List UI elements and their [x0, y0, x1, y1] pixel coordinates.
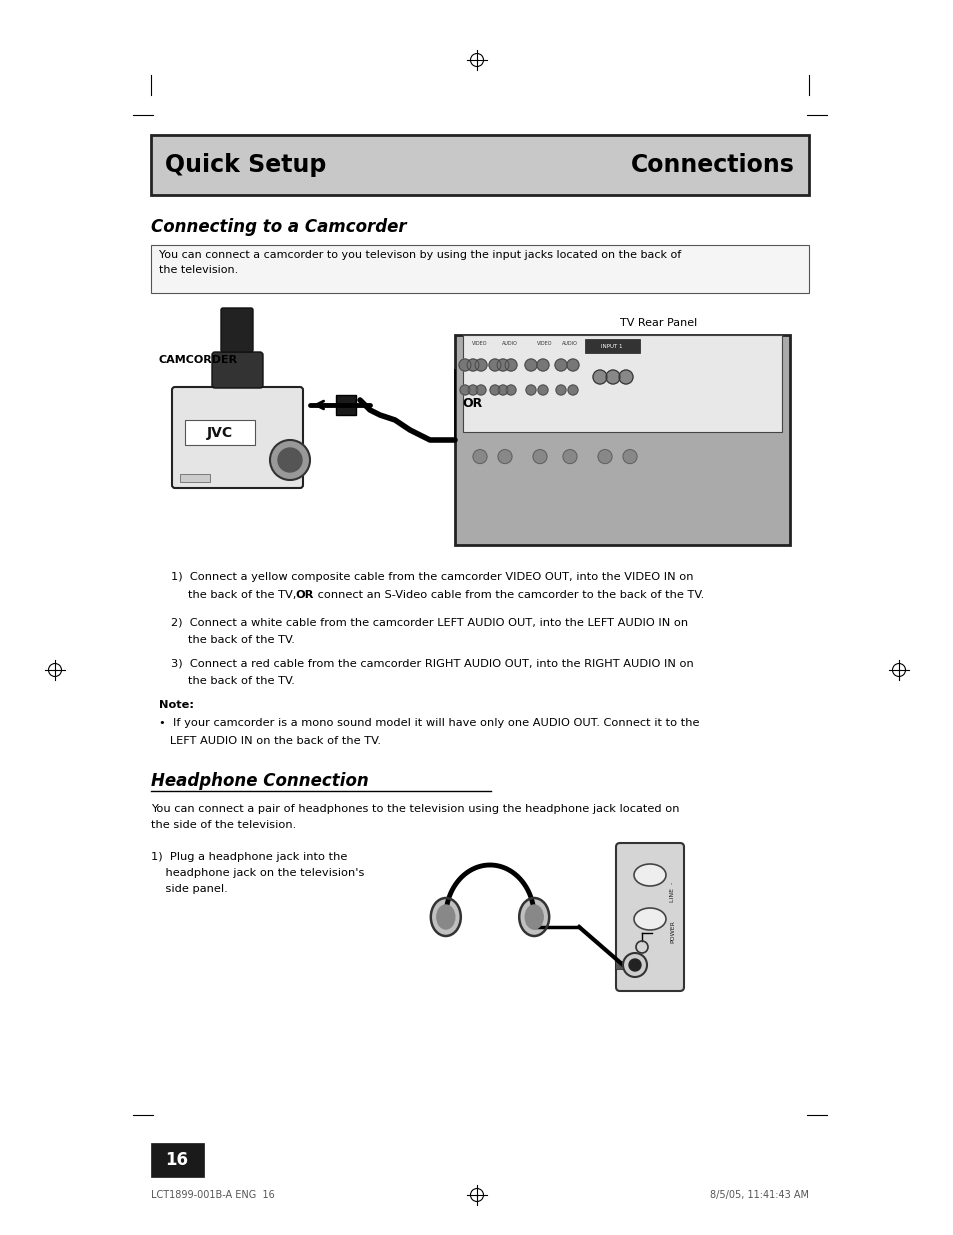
FancyBboxPatch shape — [221, 308, 253, 352]
FancyBboxPatch shape — [151, 245, 808, 293]
Circle shape — [525, 385, 536, 395]
Circle shape — [566, 359, 578, 370]
Text: the back of the TV.: the back of the TV. — [188, 635, 294, 645]
Text: INPUT 1: INPUT 1 — [600, 343, 622, 348]
Circle shape — [497, 359, 509, 370]
Text: 1)  Plug a headphone jack into the: 1) Plug a headphone jack into the — [151, 852, 347, 862]
Ellipse shape — [431, 898, 460, 936]
Text: CAMCORDER: CAMCORDER — [158, 354, 237, 366]
FancyBboxPatch shape — [212, 352, 263, 388]
Text: the back of the TV.: the back of the TV. — [188, 676, 294, 685]
Text: Quick Setup: Quick Setup — [165, 153, 326, 177]
Circle shape — [468, 385, 477, 395]
Text: the back of the TV,: the back of the TV, — [188, 590, 299, 600]
Text: side panel.: side panel. — [151, 884, 227, 894]
Circle shape — [567, 385, 578, 395]
FancyBboxPatch shape — [151, 1144, 204, 1177]
Circle shape — [537, 359, 548, 370]
Text: the side of the television.: the side of the television. — [151, 820, 295, 830]
Circle shape — [562, 450, 577, 463]
FancyBboxPatch shape — [584, 338, 639, 353]
Circle shape — [489, 359, 500, 370]
Circle shape — [605, 370, 619, 384]
Circle shape — [505, 385, 516, 395]
Circle shape — [622, 953, 646, 977]
Text: Headphone Connection: Headphone Connection — [151, 772, 368, 790]
Ellipse shape — [634, 908, 665, 930]
FancyBboxPatch shape — [185, 420, 254, 445]
Ellipse shape — [525, 905, 542, 929]
Text: TV Rear Panel: TV Rear Panel — [619, 317, 697, 329]
FancyBboxPatch shape — [335, 395, 355, 415]
Text: connect an S-Video cable from the camcorder to the back of the TV.: connect an S-Video cable from the camcor… — [314, 590, 703, 600]
Text: 1)  Connect a yellow composite cable from the camcorder VIDEO OUT, into the VIDE: 1) Connect a yellow composite cable from… — [171, 572, 693, 582]
Circle shape — [476, 385, 485, 395]
Text: LINE  -: LINE - — [669, 882, 675, 902]
FancyBboxPatch shape — [180, 474, 210, 482]
Ellipse shape — [436, 905, 455, 929]
FancyBboxPatch shape — [455, 335, 789, 545]
Circle shape — [533, 450, 546, 463]
Circle shape — [475, 359, 486, 370]
Circle shape — [555, 359, 566, 370]
Circle shape — [497, 450, 512, 463]
Text: 16: 16 — [165, 1151, 188, 1170]
FancyBboxPatch shape — [615, 961, 630, 969]
Text: 8/5/05, 11:41:43 AM: 8/5/05, 11:41:43 AM — [709, 1191, 808, 1200]
Circle shape — [598, 450, 612, 463]
Text: headphone jack on the television's: headphone jack on the television's — [151, 868, 364, 878]
Text: LEFT AUDIO IN on the back of the TV.: LEFT AUDIO IN on the back of the TV. — [158, 736, 380, 746]
Text: AUDIO: AUDIO — [501, 341, 517, 346]
Circle shape — [467, 359, 478, 370]
Ellipse shape — [518, 898, 549, 936]
Text: VIDEO: VIDEO — [537, 341, 552, 346]
FancyBboxPatch shape — [616, 844, 683, 990]
Ellipse shape — [634, 864, 665, 885]
Circle shape — [622, 450, 637, 463]
Text: Note:: Note: — [158, 700, 193, 710]
FancyBboxPatch shape — [172, 387, 303, 488]
Circle shape — [490, 385, 499, 395]
Text: AUDIO: AUDIO — [561, 341, 578, 346]
Circle shape — [497, 385, 507, 395]
Circle shape — [458, 359, 471, 370]
Text: 2)  Connect a white cable from the camcorder LEFT AUDIO OUT, into the LEFT AUDIO: 2) Connect a white cable from the camcor… — [171, 618, 687, 627]
Circle shape — [277, 448, 302, 472]
Circle shape — [618, 370, 633, 384]
Text: POWER: POWER — [669, 920, 675, 944]
Circle shape — [524, 359, 537, 370]
Text: OR: OR — [461, 396, 482, 410]
Text: VIDEO: VIDEO — [472, 341, 487, 346]
Circle shape — [628, 960, 640, 971]
Text: 3)  Connect a red cable from the camcorder RIGHT AUDIO OUT, into the RIGHT AUDIO: 3) Connect a red cable from the camcorde… — [171, 658, 693, 668]
FancyBboxPatch shape — [462, 335, 781, 431]
Text: You can connect a pair of headphones to the television using the headphone jack : You can connect a pair of headphones to … — [151, 804, 679, 814]
Text: Connecting to a Camcorder: Connecting to a Camcorder — [151, 219, 406, 236]
Text: JVC: JVC — [207, 426, 233, 440]
Circle shape — [593, 370, 606, 384]
Text: •  If your camcorder is a mono sound model it will have only one AUDIO OUT. Conn: • If your camcorder is a mono sound mode… — [158, 718, 699, 727]
Text: LCT1899-001B-A ENG  16: LCT1899-001B-A ENG 16 — [151, 1191, 274, 1200]
Circle shape — [270, 440, 310, 480]
Circle shape — [473, 450, 486, 463]
FancyBboxPatch shape — [151, 135, 808, 195]
Text: the television.: the television. — [158, 266, 237, 275]
Circle shape — [556, 385, 565, 395]
Text: You can connect a camcorder to you televison by using the input jacks located on: You can connect a camcorder to you telev… — [158, 249, 680, 261]
Circle shape — [459, 385, 470, 395]
Text: OR: OR — [295, 590, 314, 600]
Circle shape — [537, 385, 547, 395]
Circle shape — [504, 359, 517, 370]
Text: Connections: Connections — [631, 153, 794, 177]
